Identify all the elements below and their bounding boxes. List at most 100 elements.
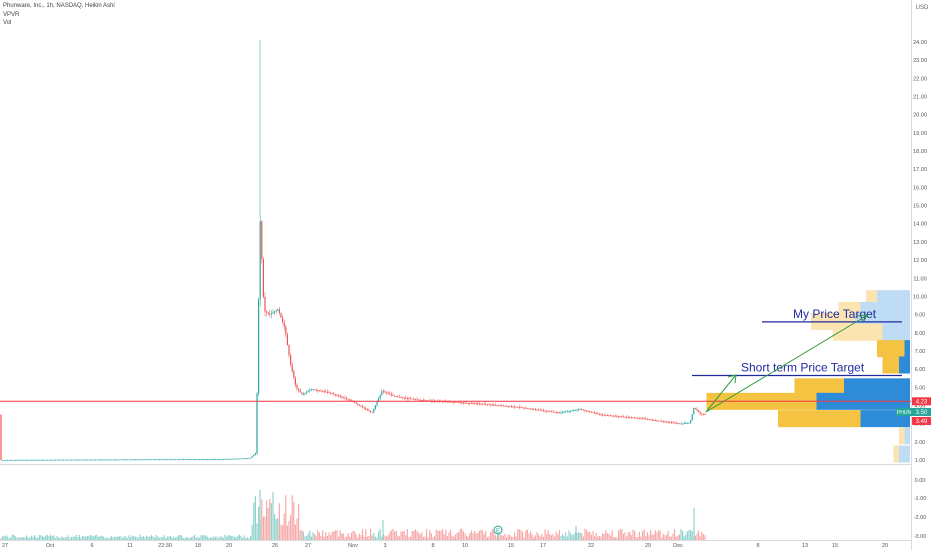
price-tick-label: 18.00 <box>913 149 927 155</box>
volume-bar <box>694 535 696 540</box>
candle-body <box>693 408 695 415</box>
volume-bar <box>72 536 74 540</box>
volume-bar <box>354 531 356 540</box>
indicator-vpvr[interactable]: VPVR <box>3 12 20 18</box>
candle-body <box>29 459 31 461</box>
volume-bar <box>58 537 60 540</box>
volume-bar <box>13 534 15 540</box>
volume-bar <box>18 537 20 540</box>
volume-bar <box>614 537 616 540</box>
candle-body <box>155 459 157 461</box>
candle-body <box>325 391 327 393</box>
arrow-short-term[interactable] <box>705 375 736 413</box>
candle-body <box>499 405 501 407</box>
time-tick-label: 13 <box>802 543 808 549</box>
volume-bar <box>149 536 151 540</box>
volume-bar <box>90 535 92 540</box>
volume-bar <box>491 529 493 540</box>
volume-bar <box>248 538 250 540</box>
candle-body <box>576 409 578 411</box>
candle-body <box>474 403 476 405</box>
vp-row-up <box>844 378 910 396</box>
candle-body <box>11 459 13 461</box>
candle-body <box>258 299 260 394</box>
volume-bar <box>323 536 325 540</box>
candle-body <box>320 390 322 392</box>
price-tick-label: 12.00 <box>913 258 927 264</box>
volume-bar <box>30 535 32 540</box>
volume-bar <box>147 536 149 540</box>
candle-body <box>93 459 95 461</box>
volume-bar <box>318 532 320 540</box>
earnings-marker[interactable]: E <box>493 525 503 535</box>
candle-body <box>280 313 282 318</box>
volume-bar <box>666 534 668 540</box>
volume-bar <box>302 531 304 540</box>
candle-body <box>694 408 696 409</box>
volume-bar <box>258 507 260 540</box>
volume-bar <box>488 536 490 540</box>
candle-body <box>579 409 581 410</box>
volume-bar <box>238 534 240 540</box>
price-tick-label: 23.00 <box>913 58 927 64</box>
price-tick-label: 17.00 <box>913 167 927 173</box>
candle-body <box>293 371 295 378</box>
candle-body <box>10 459 12 461</box>
candle-body <box>35 459 37 461</box>
candle-body <box>219 459 221 460</box>
candle-body <box>602 414 604 416</box>
indicator-vol[interactable]: Vol <box>3 20 12 26</box>
volume-bar <box>563 536 565 540</box>
candle-body <box>504 405 506 407</box>
vp-row-up <box>882 323 910 341</box>
candle-body <box>267 312 269 314</box>
candle-body <box>704 414 706 415</box>
candle-body <box>312 389 314 391</box>
volume-bar <box>261 499 263 540</box>
candle-body <box>181 459 183 461</box>
volume-bar <box>98 536 100 540</box>
volume-bar <box>594 536 596 540</box>
volume-bar <box>107 538 109 540</box>
volume-bar <box>29 538 31 540</box>
volume-bar <box>272 492 274 540</box>
candle-body <box>245 458 247 460</box>
volume-bar <box>435 529 437 540</box>
volume-bar <box>358 533 360 540</box>
candle-body <box>149 459 151 461</box>
candle-body <box>522 407 524 409</box>
volume-bar <box>150 535 152 540</box>
target-arrows[interactable] <box>705 314 868 413</box>
candle-body <box>642 418 644 420</box>
candle-body <box>214 459 216 460</box>
volume-bar <box>125 536 127 540</box>
volume-bar <box>61 536 63 540</box>
volume-bar <box>3 536 5 540</box>
candle-body <box>669 422 671 423</box>
candle-body <box>595 413 597 414</box>
volume-bar <box>410 536 412 540</box>
volume-bar <box>557 534 559 540</box>
candle-body <box>38 459 40 461</box>
candle-body <box>411 398 413 400</box>
volume-bar <box>227 535 229 540</box>
volume-bar <box>320 536 322 540</box>
volume-bar <box>659 531 661 540</box>
volume-bar <box>595 532 597 540</box>
vp-row-down <box>778 410 861 428</box>
symbol-title[interactable]: Phunware, Inc., 1h, NASDAQ, Heikin Ashi <box>3 3 115 9</box>
volume-bar <box>416 530 418 540</box>
candle-body <box>22 459 24 461</box>
volume-bar <box>501 535 503 540</box>
candle-body <box>14 459 16 461</box>
volume-bar <box>402 531 404 540</box>
candle-body <box>26 459 28 461</box>
candle-body <box>242 458 244 460</box>
candle-body <box>400 397 402 398</box>
candle-body <box>586 410 588 412</box>
volume-bar <box>587 532 589 540</box>
candle-body <box>173 459 175 461</box>
arrow-my-target[interactable] <box>705 315 867 413</box>
volume-bar <box>490 532 492 540</box>
